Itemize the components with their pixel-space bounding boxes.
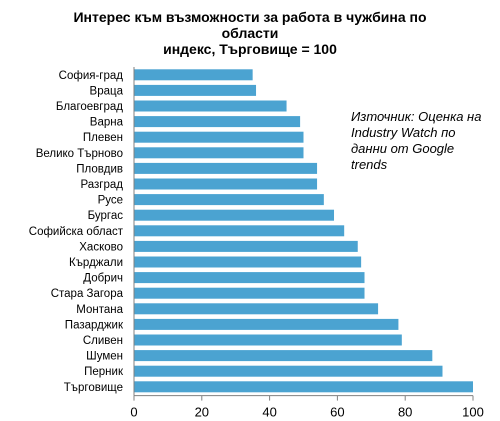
x-tick-label: 0 — [130, 405, 137, 420]
bar-14 — [134, 287, 365, 299]
source-annotation: Източник: Оценка на Industry Watch по да… — [351, 109, 482, 172]
x-tick-label: 100 — [462, 405, 484, 420]
category-label: София-град — [59, 70, 124, 82]
bar-16 — [134, 318, 399, 330]
bar-11 — [134, 240, 358, 252]
category-label: Велико Търново — [36, 148, 123, 160]
chart-subtitle: индекс, Търговище = 100 — [163, 41, 337, 57]
bar-20 — [134, 381, 473, 393]
bar-13 — [134, 272, 365, 284]
category-label: Благоевград — [56, 101, 123, 113]
bar-19 — [134, 365, 443, 377]
bar-18 — [134, 350, 433, 362]
bar-6 — [134, 162, 318, 174]
category-label: Перник — [84, 366, 124, 378]
x-tick-label: 40 — [262, 405, 276, 420]
bar-1 — [134, 84, 257, 96]
x-tick-label: 60 — [330, 405, 344, 420]
category-label: Пазарджик — [65, 319, 124, 331]
category-label: Русе — [98, 195, 123, 207]
category-label: Добрич — [83, 273, 123, 285]
category-label: Варна — [90, 117, 124, 129]
category-label: Монтана — [76, 304, 123, 316]
bar-8 — [134, 194, 324, 206]
bar-12 — [134, 256, 362, 268]
x-tick-label: 80 — [398, 405, 412, 420]
bar-9 — [134, 209, 335, 221]
bar-7 — [134, 178, 318, 190]
bar-0 — [134, 69, 253, 81]
category-label: Търговище — [64, 382, 123, 394]
category-label: Плевен — [83, 132, 123, 144]
category-label: Хасково — [79, 241, 123, 253]
bar-15 — [134, 303, 379, 315]
category-label: Сливен — [83, 335, 123, 347]
category-label: Кърджали — [69, 257, 123, 269]
chart-title-line-1: Интерес към възможности за работа в чужб… — [73, 9, 427, 25]
bar-2 — [134, 100, 287, 112]
bar-3 — [134, 116, 301, 128]
category-label: Стара Загора — [51, 288, 124, 300]
category-label: Софийска област — [29, 226, 124, 238]
category-label: Враца — [90, 85, 124, 97]
x-tick-label: 20 — [195, 405, 209, 420]
bar-5 — [134, 147, 304, 159]
category-label: Бургас — [88, 210, 124, 222]
bar-4 — [134, 131, 304, 143]
chart-title-line-2: области — [221, 25, 279, 41]
category-label: Пловдив — [76, 163, 123, 175]
bar-10 — [134, 225, 345, 237]
category-label: Разград — [80, 179, 123, 191]
bar-17 — [134, 334, 402, 346]
category-label: Шумен — [86, 351, 123, 363]
